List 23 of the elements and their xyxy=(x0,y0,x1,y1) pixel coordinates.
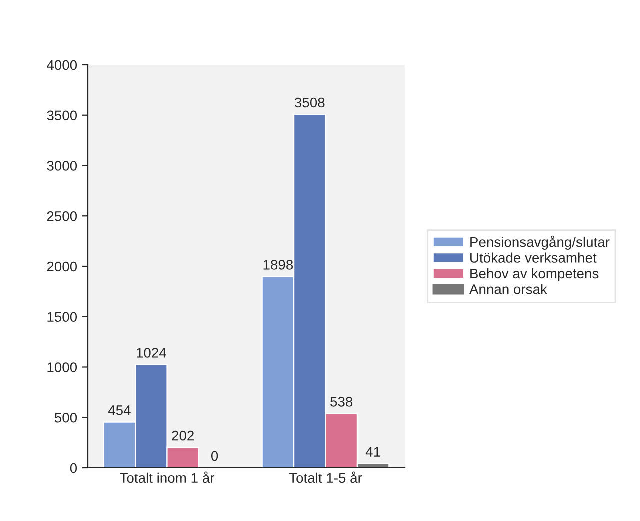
legend-label: Behov av kompetens xyxy=(470,268,599,282)
data-label: 3508 xyxy=(294,98,325,108)
y-tick-label: 3500 xyxy=(47,110,78,121)
y-tick-label: 1500 xyxy=(48,312,78,322)
data-label: 454 xyxy=(108,406,131,416)
legend-label: Annan orsak xyxy=(469,284,548,294)
y-tick-label: 4000 xyxy=(47,60,78,70)
legend-label: Utökade verksamhet xyxy=(470,252,597,263)
y-tick-label: 2000 xyxy=(47,262,78,272)
data-label: 538 xyxy=(330,397,353,407)
data-label: 1898 xyxy=(264,260,294,270)
data-label: 1024 xyxy=(137,348,166,358)
x-tick-label: Totalt 1-5 år xyxy=(289,472,362,484)
y-tick-label: 500 xyxy=(54,412,78,423)
data-label: 202 xyxy=(172,430,194,441)
y-tick-label: 1000 xyxy=(48,362,78,372)
data-label: 41 xyxy=(366,447,380,457)
y-tick-label: 2500 xyxy=(47,211,78,222)
y-tick-label: 3000 xyxy=(47,161,78,171)
y-tick-label: 0 xyxy=(70,463,78,474)
data-label: 0 xyxy=(211,451,218,462)
x-tick-label: Totalt inom 1 år xyxy=(120,472,214,484)
legend-label: Pensionsavgång/slutar xyxy=(470,236,610,250)
